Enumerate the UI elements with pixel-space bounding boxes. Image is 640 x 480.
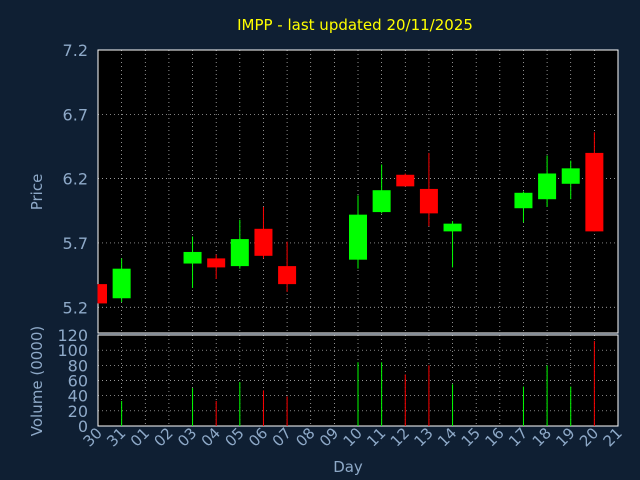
x-tick-label: 05 (221, 424, 247, 450)
candle-body (98, 284, 107, 304)
x-tick-label: 13 (411, 424, 437, 450)
volume-tick-label: 0 (78, 417, 88, 436)
candle-13 (419, 152, 438, 227)
chart-title: IMPP - last updated 20/11/2025 (237, 16, 473, 34)
candle-31 (112, 258, 131, 303)
candle-body (443, 223, 462, 232)
candle-body (254, 228, 273, 256)
candle-19 (561, 160, 580, 200)
price-tick-label: 5.2 (63, 298, 88, 317)
x-tick-label: 17 (505, 424, 531, 450)
x-tick-label: 21 (600, 424, 626, 450)
candle-06 (254, 206, 273, 259)
x-tick-label: 09 (316, 424, 342, 450)
candle-04 (207, 254, 226, 279)
price-tick-label: 6.7 (63, 105, 88, 124)
x-tick-label: 06 (245, 424, 271, 450)
candle-05 (230, 219, 249, 269)
candle-14 (443, 221, 462, 268)
x-axis-ticks: 3031010203040506070809101112131415161718… (80, 424, 626, 450)
volume-tick-label: 20 (68, 402, 88, 421)
price-tick-label: 5.7 (63, 234, 88, 253)
price-tick-label: 6.2 (63, 170, 88, 189)
x-tick-label: 15 (458, 424, 484, 450)
candle-body (396, 174, 415, 187)
volume-tick-label: 100 (57, 341, 88, 360)
candle-body (585, 152, 604, 232)
volume-tick-label: 60 (68, 372, 88, 391)
candle-body (514, 192, 533, 209)
candle-body (112, 268, 131, 299)
x-tick-label: 14 (434, 424, 460, 450)
candle-03 (183, 236, 202, 288)
candle-17 (514, 191, 533, 223)
candle-body (349, 214, 367, 260)
x-tick-label: 10 (340, 424, 366, 450)
x-tick-label: 31 (103, 424, 129, 450)
x-tick-label: 20 (576, 424, 602, 450)
candle-body (183, 251, 202, 264)
x-tick-label: 19 (552, 424, 578, 450)
price-panel: 5.2 5.7 6.2 6.7 7.2 (63, 41, 619, 334)
candle-body (372, 190, 391, 213)
price-axis-label: Price (28, 174, 46, 211)
candle-07 (278, 241, 297, 292)
x-tick-label: 12 (387, 424, 413, 450)
x-tick-label: 01 (127, 424, 153, 450)
candle-body (278, 266, 297, 285)
candle-body (538, 173, 557, 200)
volume-tick-label: 120 (57, 326, 88, 345)
x-tick-label: 04 (198, 424, 224, 450)
candle-body (230, 239, 249, 267)
volume-tick-label: 40 (68, 387, 88, 406)
x-tick-label: 08 (292, 424, 318, 450)
day-axis-label: Day (333, 458, 363, 476)
volume-axis-label: Volume (0000) (28, 326, 46, 436)
x-tick-label: 16 (481, 424, 507, 450)
candle-11 (372, 164, 391, 214)
candle-body (419, 188, 438, 214)
x-tick-label: 03 (174, 424, 200, 450)
x-tick-label: 07 (269, 424, 295, 450)
price-tick-label: 7.2 (63, 41, 88, 60)
candle-30 (97, 284, 107, 304)
x-tick-label: 02 (151, 424, 177, 450)
candle-body (207, 258, 226, 268)
price-plot-area (97, 49, 619, 334)
volume-tick-label: 80 (68, 356, 88, 375)
candle-body (561, 168, 580, 184)
candle-12 (396, 173, 415, 187)
candle-10 (349, 195, 367, 269)
candle-20 (585, 132, 604, 232)
x-tick-label: 11 (363, 424, 389, 450)
x-tick-label: 18 (529, 424, 555, 450)
candle-18 (538, 155, 557, 207)
